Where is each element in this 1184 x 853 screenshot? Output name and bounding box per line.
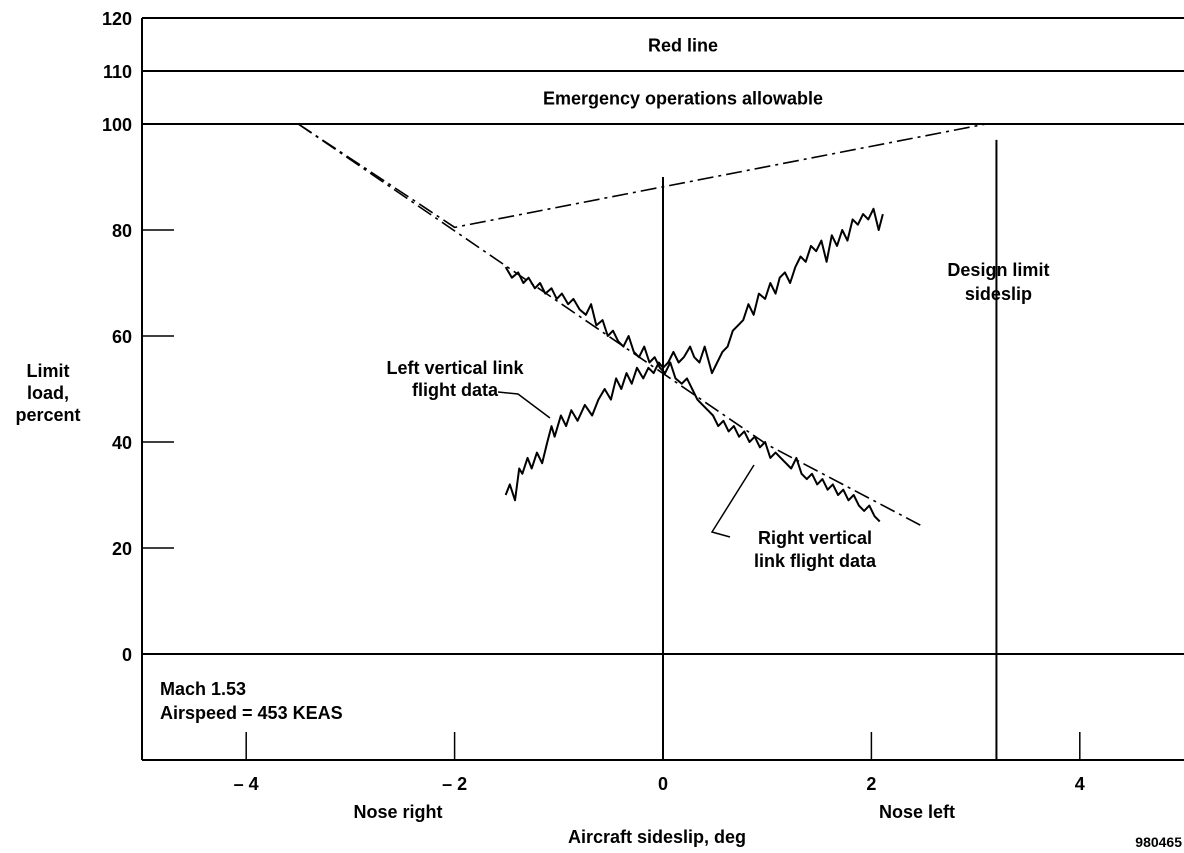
x-tick-label-1: – 2	[442, 774, 467, 794]
band-label-red-line: Red line	[648, 36, 718, 56]
left-series-label-1: flight data	[412, 380, 499, 400]
label-leaders	[497, 391, 755, 538]
band-label-emergency-operations-allowable: Emergency operations allowable	[543, 89, 823, 109]
x-axis-title: Aircraft sideslip, deg	[568, 827, 746, 847]
left-series-label-0: Left vertical link	[386, 358, 524, 378]
right-label-leader	[710, 464, 755, 538]
design-limit-label-1: sideslip	[965, 284, 1032, 304]
right-series-label-1: link flight data	[754, 551, 877, 571]
series-left-vertical-link-flight-data	[504, 207, 884, 502]
left-fit-line	[297, 123, 987, 229]
axes: 0 20 40 60 80 100 110 120 – 4 – 2 0 2 4	[102, 9, 1184, 794]
y-tick-label-40: 40	[112, 433, 132, 453]
y-tick-label-0: 0	[122, 645, 132, 665]
design-limit-label-0: Design limit	[947, 260, 1049, 280]
annotation-mach: Mach 1.53	[160, 679, 246, 699]
series-right-vertical-link-flight-data	[504, 266, 881, 523]
flight-data-series	[504, 207, 884, 523]
x-tick-label-2: 0	[658, 774, 668, 794]
y-axis-title-1: load,	[27, 383, 69, 403]
x-tick-label-3: 2	[866, 774, 876, 794]
y-axis-title-2: percent	[15, 405, 80, 425]
right-fit-line	[297, 123, 924, 528]
right-series-label-0: Right vertical	[758, 528, 872, 548]
y-tick-label-20: 20	[112, 539, 132, 559]
fit-lines	[297, 123, 987, 528]
y-axis-title-0: Limit	[27, 361, 70, 381]
annotation-airspeed: Airspeed = 453 KEAS	[160, 703, 343, 723]
y-tick-label-100: 100	[102, 115, 132, 135]
annotation-nose-left: Nose left	[879, 802, 955, 822]
annotation-nose-right: Nose right	[353, 802, 442, 822]
reference-lines: Design limit sideslip	[142, 139, 1184, 760]
left-label-leader	[497, 391, 551, 419]
y-tick-label-110: 110	[103, 62, 132, 82]
limit-bands: Red line Emergency operations allowable	[142, 17, 1184, 125]
y-tick-label-120: 120	[102, 9, 132, 29]
y-tick-label-60: 60	[112, 327, 132, 347]
figure-number: 980465	[1135, 834, 1182, 850]
x-tick-label-0: – 4	[234, 774, 259, 794]
x-tick-label-4: 4	[1075, 774, 1085, 794]
y-tick-label-80: 80	[112, 221, 132, 241]
